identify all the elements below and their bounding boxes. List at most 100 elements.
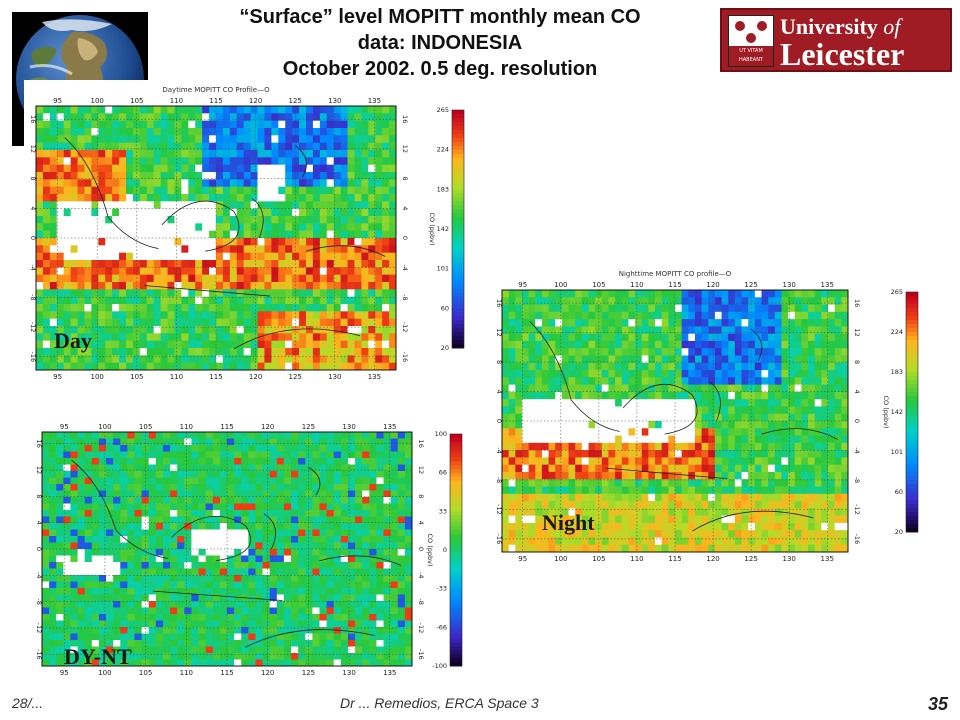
day-panel-label: Day [54,328,92,353]
x-tick-label: 125 [744,281,757,289]
y-tick-label: -16 [401,351,409,362]
colorbar-tick-label: 100 [435,430,447,438]
y-tick-label: 8 [417,494,425,498]
x-tick-label: 115 [668,281,681,289]
y-tick-label: 0 [401,236,409,240]
colorbar-tick-label: 183 [891,368,903,376]
y-tick-label: 4 [417,521,425,525]
colorbar-tick-label: 265 [437,106,449,114]
colorbar-tick-label: 20 [895,528,903,536]
x-tick-label: 100 [91,97,104,105]
colorbar-tick-label: -33 [436,585,447,593]
y-tick-label: 12 [401,145,409,153]
x-tick-label: 115 [220,669,233,677]
y-tick-label: -8 [401,294,409,300]
logo-line-2: Leicester [780,36,905,72]
colorbar-tick-label: -100 [432,662,447,670]
y-tick-label: -8 [853,477,861,483]
map-grid [42,432,412,666]
colorbar-tick-label: 101 [437,265,449,273]
night-panel-label: Night [542,510,595,535]
y-tick-label: 0 [853,419,861,423]
x-tick-label: 115 [668,555,681,562]
co-concentration-field [42,432,413,667]
colorbar [905,291,919,533]
colorbar-tick-label: 265 [891,288,903,296]
x-tick-label: 95 [518,555,527,562]
colorbar-tick-label: 101 [891,448,903,456]
colorbar-label: CO (ppbv) [428,212,436,245]
title-line-3: October 2002. 0.5 deg. resolution [282,58,598,80]
y-tick-label: -4 [29,264,37,270]
co-concentration-field [502,290,849,553]
x-tick-label: 125 [302,423,315,431]
x-tick-label: 135 [368,373,381,381]
y-tick-label: 16 [29,115,37,123]
x-tick-label: 130 [782,281,795,289]
coastline [64,137,386,350]
x-tick-label: 105 [139,669,152,677]
x-tick-label: 110 [170,97,183,105]
x-tick-label: 95 [518,281,527,289]
x-tick-label: 115 [209,97,222,105]
x-tick-label: 100 [98,669,111,677]
x-tick-label: 110 [630,555,643,562]
y-tick-label: -16 [853,534,861,545]
colorbar-label: CO (ppbv) [882,395,890,428]
y-tick-label: 0 [417,547,425,551]
y-tick-label: 4 [29,206,37,210]
night-map-panel: Nighttime MOPITT CO profile—O 95 95 100 100 1… [488,262,954,562]
x-tick-label: 95 [53,373,62,381]
x-tick-label: 95 [53,97,62,105]
title-line-1: “Surface” level MOPITT monthly mean CO [239,6,641,28]
university-logo: UT VITAM HABEANT University of Leicester [720,8,952,72]
y-tick-label: -4 [495,447,503,453]
y-tick-label: -4 [401,264,409,270]
y-tick-label: -4 [417,572,425,578]
y-tick-label: 12 [29,145,37,153]
y-tick-label: 4 [35,521,43,525]
y-tick-label: 0 [495,419,503,423]
y-tick-label: 16 [401,115,409,123]
x-tick-label: 120 [706,555,719,562]
x-tick-label: 100 [554,281,567,289]
y-tick-label: -8 [495,477,503,483]
x-tick-label: 135 [368,97,381,105]
colorbar-tick-label: 60 [895,488,903,496]
colorbar-tick-label: 33 [439,507,447,515]
x-tick-label: 120 [249,97,262,105]
coastline [529,321,838,532]
map-grid [502,290,848,552]
y-tick-label: -12 [853,504,861,515]
y-tick-label: -12 [495,504,503,515]
x-tick-label: 110 [180,423,193,431]
colorbar [451,109,465,349]
y-tick-label: -4 [853,447,861,453]
x-tick-label: 110 [180,669,193,677]
x-tick-label: 100 [91,373,104,381]
x-tick-label: 125 [744,555,757,562]
day-map-panel: Daytime MOPITT CO Profile—O 95 95 100 100 105… [24,80,466,382]
y-tick-label: 16 [853,299,861,307]
y-tick-label: 8 [401,177,409,181]
x-tick-label: 130 [342,669,355,677]
page-number: 35 [928,694,949,714]
x-tick-label: 125 [302,669,315,677]
x-tick-label: 130 [328,373,341,381]
y-tick-label: -12 [35,623,43,634]
footer-date: 28/... [12,695,44,711]
colorbar-tick-label: 60 [441,304,449,312]
x-tick-label: 125 [289,97,302,105]
y-tick-label: 12 [495,328,503,336]
y-tick-label: 8 [29,177,37,181]
co-concentration-field [36,106,397,371]
x-tick-label: 120 [261,669,274,677]
y-tick-label: -12 [401,322,409,333]
colorbar-tick-label: 183 [437,185,449,193]
x-tick-label: 135 [383,423,396,431]
x-tick-label: 105 [592,281,605,289]
logo-line-1: University of [780,14,901,39]
x-tick-label: 130 [782,555,795,562]
x-tick-label: 100 [98,423,111,431]
y-tick-label: -12 [29,322,37,333]
